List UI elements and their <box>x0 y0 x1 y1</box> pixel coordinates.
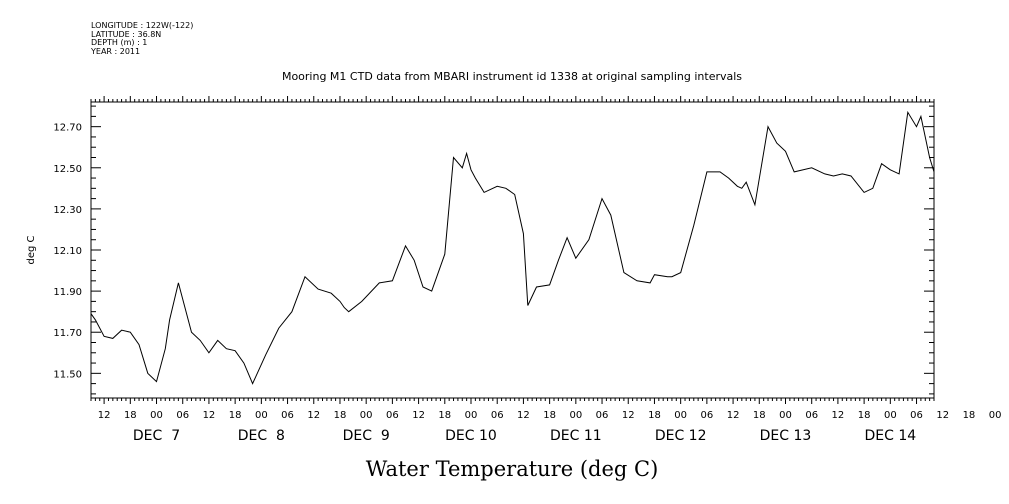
x-day-label: DEC 8 <box>238 428 285 444</box>
x-axis-label: Water Temperature (deg C) <box>366 457 659 481</box>
x-hour-label: 12 <box>98 410 111 421</box>
year-text: YEAR : 2011 <box>91 46 141 56</box>
x-hour-tick-labels: 12 18 00 06 12 18 00 06 12 18 00 06 12 18 00 06 12 18 00 06… <box>98 410 1002 421</box>
x-hour-label: 18 <box>753 410 766 421</box>
x-hour-label: 12 <box>307 410 320 421</box>
x-hour-label: 00 <box>569 410 582 421</box>
plot-frame <box>90 101 935 399</box>
x-hour-label: 18 <box>334 410 347 421</box>
x-hour-label: 00 <box>884 410 897 421</box>
y-axis-label: deg C <box>26 235 37 264</box>
x-day-label: DEC 14 <box>864 428 916 444</box>
x-hour-label: 12 <box>936 410 949 421</box>
x-hour-label: 12 <box>203 410 216 421</box>
x-day-label: DEC 11 <box>550 428 602 444</box>
x-hour-label: 18 <box>124 410 137 421</box>
y-tick-label: 11.50 <box>53 369 82 380</box>
x-hour-label: 00 <box>360 410 373 421</box>
x-hour-label: 06 <box>281 410 294 421</box>
depth-text: DEPTH (m) : 1 <box>91 38 148 47</box>
y-tick-labels: 11.50 11.70 11.90 12.10 12.30 12.50 12.70 <box>53 123 82 381</box>
x-hour-label: 18 <box>648 410 661 421</box>
x-day-label: DEC 9 <box>343 428 390 444</box>
x-hour-label: 06 <box>910 410 923 421</box>
x-hour-label: 12 <box>622 410 635 421</box>
y-tick-label: 11.90 <box>53 287 82 298</box>
x-hour-label: 00 <box>779 410 792 421</box>
tick-marks <box>90 96 935 404</box>
x-day-labels: DEC 7 DEC 8 DEC 9 DEC 10 DEC 11 DEC 12 DEC 13 D… <box>133 428 916 444</box>
x-hour-label: 18 <box>963 410 976 421</box>
x-hour-label: 00 <box>989 410 1002 421</box>
x-day-label: DEC 13 <box>760 428 812 444</box>
x-hour-label: 06 <box>596 410 609 421</box>
x-hour-label: 00 <box>150 410 163 421</box>
x-day-label: DEC 12 <box>655 428 707 444</box>
x-hour-label: 12 <box>727 410 740 421</box>
temperature-series-line <box>90 110 935 385</box>
x-day-label: DEC 7 <box>133 428 180 444</box>
chart-title: Mooring M1 CTD data from MBARI instrumen… <box>282 70 742 83</box>
metadata-block: LONGITUDE : 122W(-122) LATITUDE : 36.8N … <box>91 21 194 56</box>
latitude-text: LATITUDE : 36.8N <box>91 29 162 39</box>
x-hour-label: 18 <box>543 410 556 421</box>
x-hour-label: 00 <box>465 410 478 421</box>
x-hour-label: 00 <box>255 410 268 421</box>
y-tick-label: 11.70 <box>53 328 82 339</box>
y-tick-label: 12.70 <box>53 123 82 134</box>
longitude-text: LONGITUDE : 122W(-122) <box>91 21 194 30</box>
y-tick-label: 12.10 <box>53 246 82 257</box>
x-hour-label: 06 <box>176 410 189 421</box>
x-hour-label: 18 <box>858 410 871 421</box>
x-hour-label: 12 <box>517 410 530 421</box>
x-hour-label: 00 <box>674 410 687 421</box>
y-tick-label: 12.50 <box>53 164 82 175</box>
x-hour-label: 06 <box>386 410 399 421</box>
x-hour-label: 12 <box>412 410 425 421</box>
x-day-label: DEC 10 <box>445 428 497 444</box>
x-hour-label: 18 <box>229 410 242 421</box>
x-hour-label: 06 <box>491 410 504 421</box>
y-tick-label: 12.30 <box>53 205 82 216</box>
x-hour-label: 06 <box>701 410 714 421</box>
x-hour-label: 06 <box>805 410 818 421</box>
x-hour-label: 18 <box>438 410 451 421</box>
x-hour-label: 12 <box>832 410 845 421</box>
